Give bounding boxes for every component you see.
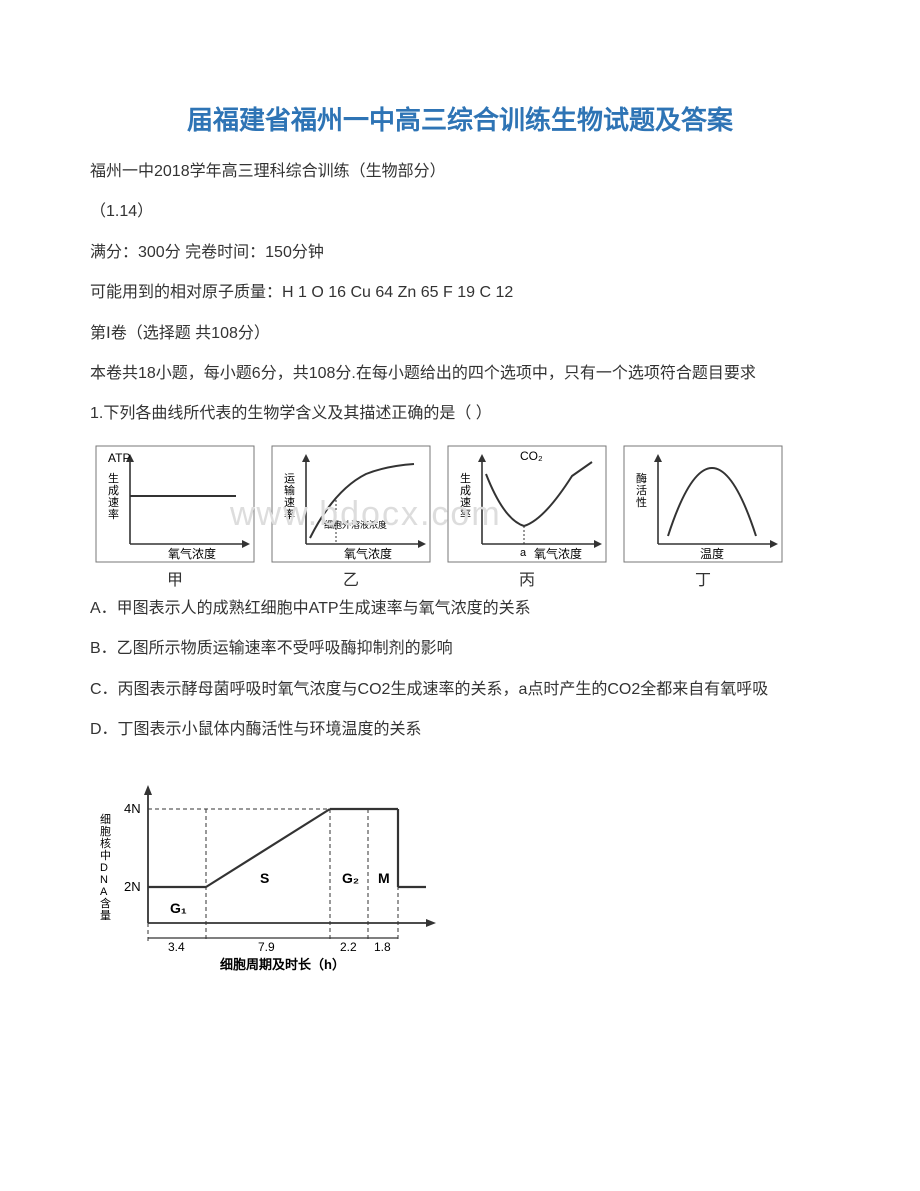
jia-ylabel2a: 生 (108, 471, 119, 485)
phase-s: S (260, 870, 269, 886)
svg-text:D: D (100, 862, 108, 874)
panel-label-ding: 丁 (695, 566, 711, 590)
panel-label-bing: 丙 (519, 566, 535, 590)
chart-bing: a CO₂ 生 成 速 率 氧气浓度 (442, 440, 612, 564)
bing-a: a (520, 547, 527, 559)
chart-ding: 酶 活 性 温度 (618, 440, 788, 564)
panel-ding: 酶 活 性 温度 丁 (618, 440, 788, 590)
svg-text:胞: 胞 (100, 825, 111, 838)
bing-top: CO₂ (520, 449, 543, 463)
cell-cycle-chart: 4N 2N G₁ S G₂ M 3.4 7.9 2.2 1.8 细 胞 核 中 … (90, 773, 460, 973)
q1-figure-row: www.bdocx.com ATP 生 成 速 率 氧气浓度 甲 (90, 440, 830, 590)
atomic-mass-line: 可能用到的相对原子质量：H 1 O 16 Cu 64 Zn 65 F 19 C … (90, 278, 830, 308)
ytick-4n: 4N (124, 801, 141, 816)
svg-text:率: 率 (460, 507, 471, 521)
phase-m: M (378, 870, 390, 886)
jia-ylabel2d: 率 (108, 507, 119, 521)
panel-label-yi: 乙 (343, 566, 359, 590)
svg-text:速: 速 (460, 496, 471, 509)
chart-yi: 运 输 速 率 细胞外溶液浓度 氧气浓度 (266, 440, 436, 564)
yi-midlabel: 细胞外溶液浓度 (324, 519, 387, 530)
subtitle-line: 福州一中2018学年高三理科综合训练（生物部分） (90, 157, 830, 187)
panel-yi: 运 输 速 率 细胞外溶液浓度 氧气浓度 乙 (266, 440, 436, 590)
ytick-2n: 2N (124, 879, 141, 894)
option-d: D．丁图表示小鼠体内酶活性与环境温度的关系 (90, 715, 830, 745)
option-b: B．乙图所示物质运输速率不受呼吸酶抑制剂的影响 (90, 634, 830, 664)
svg-text:运: 运 (284, 472, 295, 485)
dur-m: 1.8 (374, 940, 391, 954)
yi-xlabel: 氧气浓度 (344, 546, 392, 561)
cell-cycle-xlabel: 细胞周期及时长（h） (220, 957, 345, 972)
bing-xlabel: 氧气浓度 (534, 546, 582, 561)
svg-text:性: 性 (636, 495, 647, 509)
panel-jia: ATP 生 成 速 率 氧气浓度 甲 (90, 440, 260, 590)
svg-text:中: 中 (100, 849, 111, 862)
svg-text:N: N (100, 874, 108, 886)
panel-bing: a CO₂ 生 成 速 率 氧气浓度 丙 (442, 440, 612, 590)
section-line: 第Ⅰ卷（选择题 共108分） (90, 319, 830, 349)
option-a: A．甲图表示人的成熟红细胞中ATP生成速率与氧气浓度的关系 (90, 594, 830, 624)
score-line: 满分：300分 完卷时间：150分钟 (90, 238, 830, 268)
chart-jia: ATP 生 成 速 率 氧气浓度 (90, 440, 260, 564)
cell-cycle-figure: 4N 2N G₁ S G₂ M 3.4 7.9 2.2 1.8 细 胞 核 中 … (90, 773, 830, 978)
panel-label-jia: 甲 (167, 566, 183, 590)
svg-text:细: 细 (100, 813, 111, 826)
svg-text:含: 含 (100, 896, 111, 910)
dur-g2: 2.2 (340, 940, 357, 954)
ding-xlabel: 温度 (700, 546, 724, 561)
svg-text:A: A (100, 886, 108, 898)
question-1: 1.下列各曲线所代表的生物学含义及其描述正确的是（ ） (90, 399, 830, 429)
option-c: C．丙图表示酵母菌呼吸时氧气浓度与CO2生成速率的关系，a点时产生的CO2全都来… (90, 675, 830, 705)
svg-text:活: 活 (636, 484, 647, 497)
svg-text:酶: 酶 (636, 472, 647, 485)
svg-text:率: 率 (284, 507, 295, 521)
svg-text:生: 生 (460, 471, 471, 485)
date-line: （1.14） (90, 197, 830, 227)
dur-g1: 3.4 (168, 940, 185, 954)
jia-ylabel2b: 成 (108, 484, 119, 497)
page-title: 届福建省福州一中高三综合训练生物试题及答案 (90, 100, 830, 137)
phase-g1: G₁ (170, 900, 187, 916)
instruction-line: 本卷共18小题，每小题6分，共108分.在每小题给出的四个选项中，只有一个选项符… (90, 359, 830, 389)
svg-text:输: 输 (284, 483, 295, 497)
jia-ylabel2c: 速 (108, 496, 119, 509)
svg-text:成: 成 (460, 484, 471, 497)
svg-text:量: 量 (100, 909, 111, 922)
svg-text:速: 速 (284, 496, 295, 509)
phase-g2: G₂ (342, 870, 359, 886)
jia-ylabel1: ATP (108, 451, 130, 465)
svg-text:核: 核 (100, 836, 111, 850)
jia-xlabel: 氧气浓度 (168, 546, 216, 561)
dur-s: 7.9 (258, 940, 275, 954)
